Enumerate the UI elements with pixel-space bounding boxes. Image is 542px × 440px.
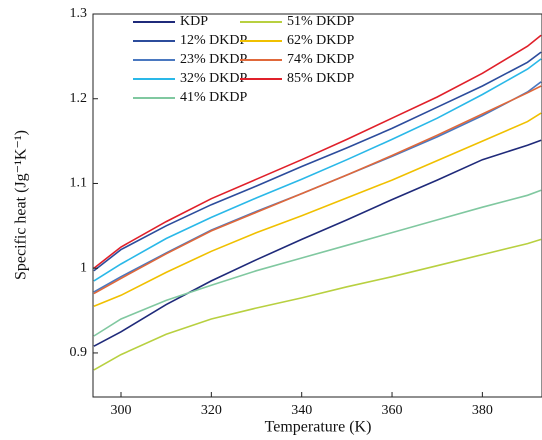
x-tick-label: 340 [291,403,312,418]
legend-label: KDP [180,14,208,29]
data-line [93,139,542,347]
data-line [93,238,542,371]
plot-frame [92,13,542,398]
y-tick-label: 1.3 [70,6,88,21]
x-axis-label: Temperature (K) [265,419,372,436]
legend-label: 23% DKDP [180,52,247,67]
y-tick-label: 0.9 [70,345,88,360]
data-line [93,112,542,308]
legend-label: 51% DKDP [287,14,354,29]
data-line [93,85,542,295]
plot-area [93,34,542,371]
legend-label: 12% DKDP [180,33,247,48]
legend-label: 85% DKDP [287,71,354,86]
data-line [93,51,542,272]
y-tick-label: 1.2 [70,91,88,106]
data-line [93,34,542,269]
legend-label: 41% DKDP [180,90,247,105]
y-tick-label: 1.1 [70,176,88,191]
x-tick-label: 360 [382,403,403,418]
y-tick-label: 1 [80,260,87,275]
legend-label: 74% DKDP [287,52,354,67]
legend-label: 62% DKDP [287,33,354,48]
legend-label: 32% DKDP [180,71,247,86]
data-line [93,189,542,337]
x-tick-label: 380 [472,403,493,418]
y-axis-label: Specific heat (Jg⁻¹K⁻¹) [13,130,30,280]
data-line [93,58,542,282]
x-tick-label: 300 [111,403,132,418]
x-tick-label: 320 [201,403,222,418]
